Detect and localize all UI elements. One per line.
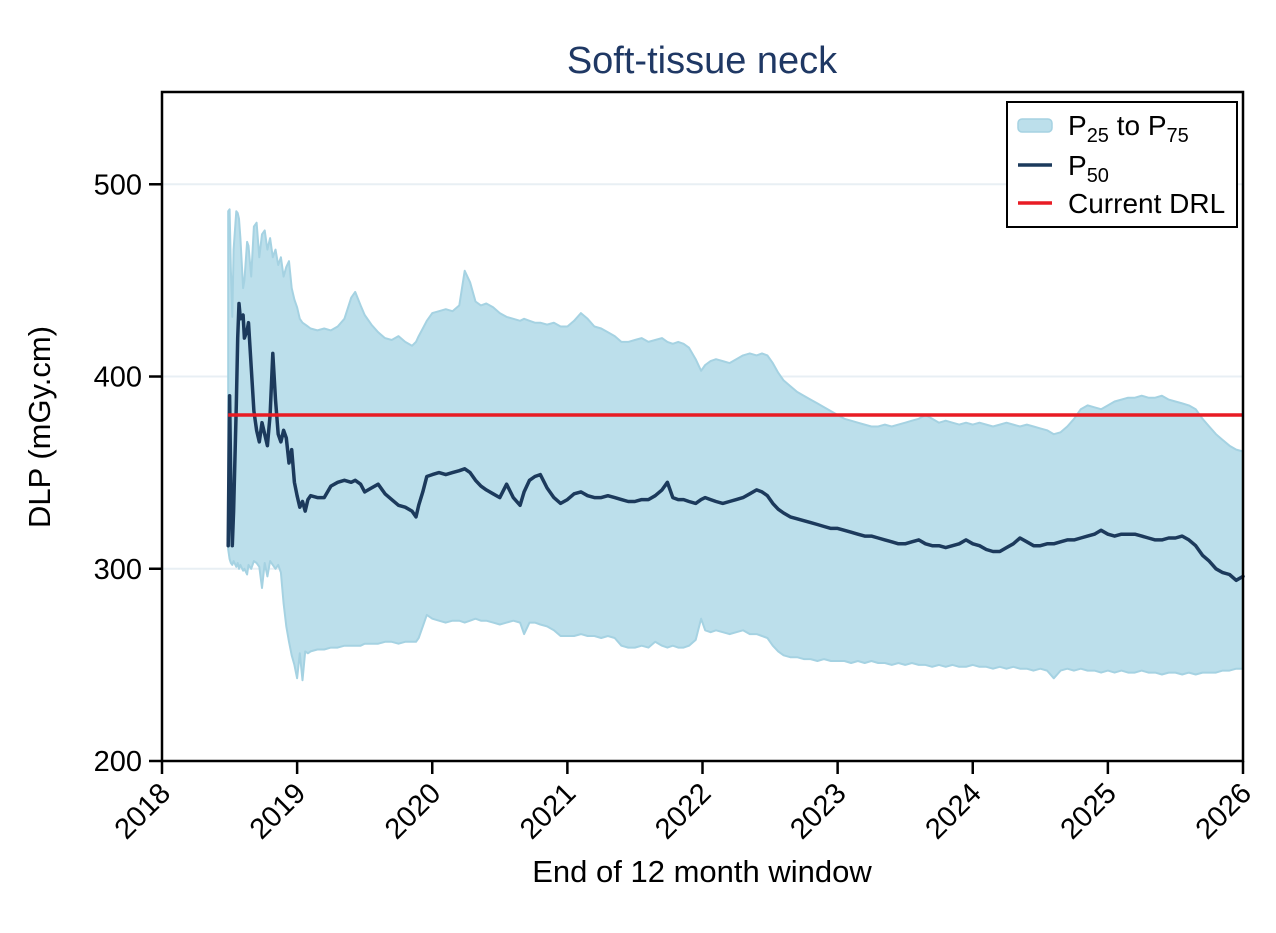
legend-subscript: 25 xyxy=(1087,125,1109,147)
y-tick-label: 200 xyxy=(94,746,142,778)
legend-label-band: P25 to P75 xyxy=(1068,110,1189,147)
legend-label-median: P50 xyxy=(1068,150,1109,187)
legend-text: to P xyxy=(1109,110,1167,141)
y-tick-label: 500 xyxy=(94,169,142,201)
y-tick-label: 300 xyxy=(94,554,142,586)
legend-subscript: 50 xyxy=(1087,165,1109,187)
legend-text: P xyxy=(1068,110,1087,141)
y-axis-ticks: 200 300 400 500 xyxy=(94,169,162,778)
legend-text: Current DRL xyxy=(1068,188,1225,219)
x-axis-title: End of 12 month window xyxy=(532,854,872,889)
p50-line xyxy=(226,301,1245,583)
legend-text: P xyxy=(1068,150,1087,181)
legend-band-swatch xyxy=(1017,118,1053,133)
legend: P25 to P75 P50 Current DRL xyxy=(1006,101,1238,228)
y-axis-title: DLP (mGy.cm) xyxy=(22,326,57,528)
y-tick-label: 400 xyxy=(94,362,142,394)
legend-label-drl: Current DRL xyxy=(1068,188,1225,219)
chart-title: Soft-tissue neck xyxy=(567,40,838,82)
legend-subscript: 75 xyxy=(1167,125,1189,147)
